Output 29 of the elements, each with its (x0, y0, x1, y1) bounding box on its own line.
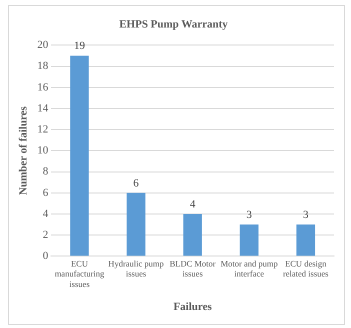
bar (240, 224, 258, 256)
y-tick-label: 16 (37, 81, 49, 94)
x-tick-label: BLDC Motor issues (170, 258, 216, 279)
data-label: 4 (190, 198, 196, 210)
data-label: 19 (74, 40, 86, 52)
y-axis-title: Number of failures (17, 106, 30, 196)
bar (183, 214, 202, 256)
y-tick-label: 18 (37, 60, 49, 72)
chart-title: EHPS Pump Warranty (119, 18, 228, 30)
y-tick-label: 2 (42, 228, 48, 241)
data-label: 6 (133, 177, 140, 190)
y-tick-label: 4 (42, 208, 49, 220)
y-tick-label: 14 (37, 102, 49, 114)
y-tick-label: 20 (37, 39, 49, 52)
x-tick-label: ECU manufacturing issues (54, 258, 106, 289)
y-tick-label: 10 (37, 144, 49, 157)
y-tick-label: 12 (37, 123, 48, 136)
y-tick-label: 6 (42, 186, 49, 199)
data-label: 3 (302, 208, 309, 221)
x-axis-title: Failures (173, 301, 212, 314)
y-tick-label: 8 (42, 166, 49, 178)
x-tick-label: ECU design related issues (282, 258, 328, 279)
y-tick-label: 0 (42, 250, 49, 262)
x-tick-label: Motor and pump interface (220, 258, 278, 279)
data-label: 3 (246, 208, 252, 221)
bar (70, 56, 89, 256)
bar (296, 224, 316, 256)
bar (126, 192, 146, 256)
x-tick-label: Hydraulic pump issues (108, 258, 164, 279)
